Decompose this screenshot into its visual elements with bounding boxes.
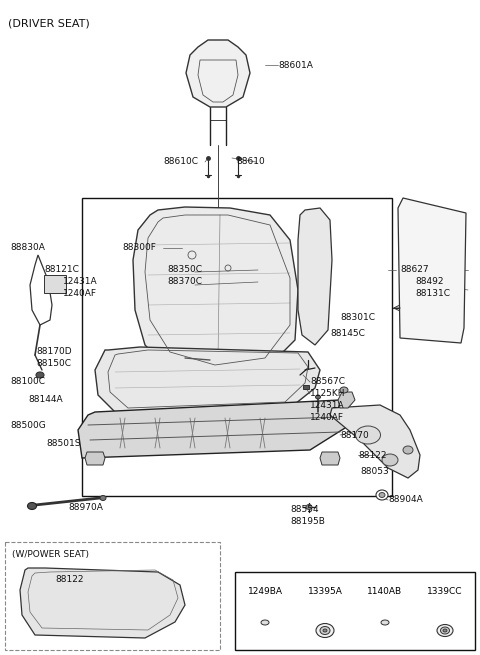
Ellipse shape bbox=[356, 426, 381, 444]
Text: 12431A: 12431A bbox=[63, 278, 97, 286]
Text: 1125KH: 1125KH bbox=[310, 390, 346, 398]
Text: 1339CC: 1339CC bbox=[427, 587, 463, 596]
Bar bbox=[82, 198, 392, 496]
Text: 88554: 88554 bbox=[290, 506, 319, 514]
Polygon shape bbox=[330, 405, 420, 478]
Text: 88492: 88492 bbox=[415, 278, 444, 286]
Text: 1240AF: 1240AF bbox=[63, 290, 97, 299]
Text: 88350C: 88350C bbox=[167, 265, 202, 274]
Ellipse shape bbox=[441, 627, 449, 634]
Bar bbox=[235, 572, 475, 650]
Ellipse shape bbox=[381, 620, 389, 625]
Text: 88170D: 88170D bbox=[36, 348, 72, 356]
Text: 88301C: 88301C bbox=[340, 314, 375, 322]
Polygon shape bbox=[20, 568, 185, 638]
Text: 88100C: 88100C bbox=[10, 377, 45, 386]
Text: 88122: 88122 bbox=[55, 576, 84, 584]
Ellipse shape bbox=[315, 395, 321, 399]
Ellipse shape bbox=[100, 495, 106, 500]
Polygon shape bbox=[320, 452, 340, 465]
Text: 88144A: 88144A bbox=[28, 396, 62, 405]
Ellipse shape bbox=[261, 620, 269, 625]
Text: 88300F: 88300F bbox=[122, 244, 156, 252]
Text: 88195B: 88195B bbox=[290, 517, 325, 527]
Text: 88370C: 88370C bbox=[167, 278, 202, 286]
Text: 88170: 88170 bbox=[340, 430, 369, 440]
Text: 88610C: 88610C bbox=[163, 157, 198, 166]
Ellipse shape bbox=[306, 504, 312, 510]
Bar bbox=[303, 385, 309, 389]
Text: 1140AB: 1140AB bbox=[367, 587, 403, 596]
Ellipse shape bbox=[316, 624, 334, 637]
Text: 88131C: 88131C bbox=[415, 290, 450, 299]
Text: 88122: 88122 bbox=[358, 451, 386, 460]
Text: 13395A: 13395A bbox=[308, 587, 342, 596]
Ellipse shape bbox=[403, 446, 413, 454]
Text: 88601A: 88601A bbox=[278, 60, 313, 69]
Ellipse shape bbox=[382, 454, 398, 466]
Text: 88830A: 88830A bbox=[10, 244, 45, 252]
Text: 88904A: 88904A bbox=[388, 495, 423, 504]
Text: 1249BA: 1249BA bbox=[248, 587, 283, 596]
Text: 1240AF: 1240AF bbox=[310, 413, 344, 422]
Polygon shape bbox=[95, 347, 320, 415]
Ellipse shape bbox=[443, 629, 447, 632]
Ellipse shape bbox=[36, 372, 44, 378]
Text: 88567C: 88567C bbox=[310, 377, 345, 386]
Text: 12431A: 12431A bbox=[310, 402, 345, 411]
Ellipse shape bbox=[27, 502, 36, 510]
Polygon shape bbox=[398, 198, 466, 343]
Text: 88121C: 88121C bbox=[44, 265, 79, 274]
Text: 88610: 88610 bbox=[236, 157, 265, 166]
Polygon shape bbox=[298, 208, 332, 345]
Polygon shape bbox=[85, 452, 105, 465]
Polygon shape bbox=[338, 392, 355, 408]
Ellipse shape bbox=[379, 493, 385, 498]
Polygon shape bbox=[186, 40, 250, 107]
Text: 88500G: 88500G bbox=[10, 421, 46, 430]
Ellipse shape bbox=[320, 626, 330, 635]
Bar bbox=[44, 275, 66, 293]
Ellipse shape bbox=[376, 490, 388, 500]
Text: (DRIVER SEAT): (DRIVER SEAT) bbox=[8, 18, 90, 28]
Text: 88145C: 88145C bbox=[330, 329, 365, 337]
Text: 88053: 88053 bbox=[360, 468, 389, 476]
Text: 88150C: 88150C bbox=[36, 360, 71, 369]
Ellipse shape bbox=[437, 624, 453, 637]
Polygon shape bbox=[78, 400, 355, 458]
Text: 88970A: 88970A bbox=[68, 504, 103, 512]
Text: 88627: 88627 bbox=[400, 265, 429, 274]
Text: (W/POWER SEAT): (W/POWER SEAT) bbox=[12, 550, 89, 559]
Polygon shape bbox=[133, 207, 298, 375]
Bar bbox=[5, 542, 220, 650]
Ellipse shape bbox=[323, 629, 327, 632]
Text: 88501S: 88501S bbox=[46, 438, 81, 447]
Ellipse shape bbox=[340, 387, 348, 393]
